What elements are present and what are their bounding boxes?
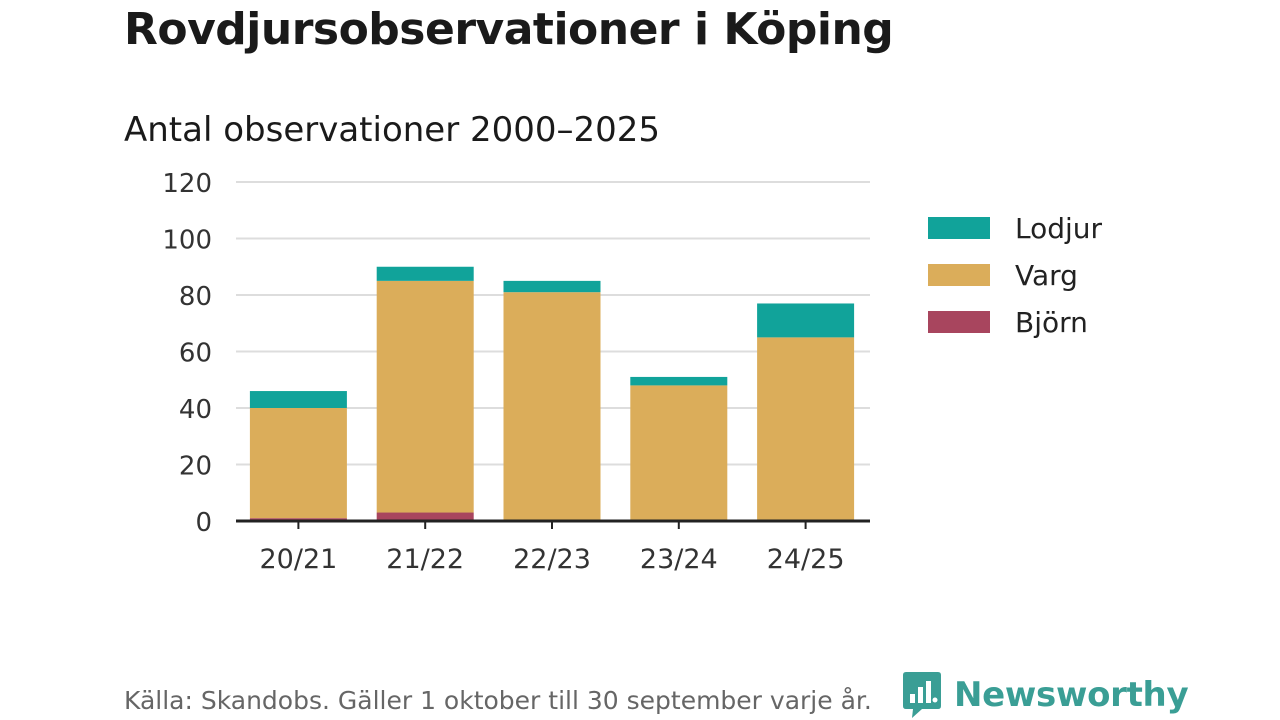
legend: Lodjur Varg Björn — [928, 212, 1103, 339]
legend-label-bjorn: Björn — [1015, 306, 1088, 339]
x-tick-label: 21/22 — [386, 544, 464, 575]
bar-lodjur-21-22 — [376, 266, 474, 281]
y-tick-label: 100 — [162, 226, 212, 256]
newsworthy-icon — [903, 672, 941, 718]
bar-lodjur-22-23 — [503, 280, 601, 293]
x-tick-label: 20/21 — [259, 544, 337, 575]
legend-label-lodjur: Lodjur — [1015, 212, 1103, 245]
y-tick-label: 0 — [195, 508, 212, 538]
y-axis-ticks: 0 20 40 60 80 100 120 — [162, 169, 212, 538]
legend-swatch-lodjur — [928, 217, 990, 239]
bar-lodjur-23-24 — [630, 376, 728, 386]
y-tick-label: 80 — [179, 282, 212, 312]
x-tick-label: 24/25 — [767, 544, 845, 575]
bar-varg-22-23 — [503, 292, 601, 521]
bars — [249, 266, 855, 521]
bar-varg-23-24 — [630, 385, 728, 521]
chart-title: Rovdjursobservationer i Köping — [124, 4, 894, 55]
legend-swatch-varg — [928, 264, 990, 286]
source-note: Källa: Skandobs. Gäller 1 oktober till 3… — [124, 686, 872, 715]
x-tick-label: 23/24 — [640, 544, 718, 575]
newsworthy-logo: Newsworthy — [902, 670, 1189, 720]
y-tick-label: 120 — [162, 169, 212, 199]
bar-lodjur-24-25 — [757, 303, 855, 338]
bar-bjorn-21-22 — [376, 512, 474, 521]
x-axis: 20/21 21/22 22/23 23/24 24/25 — [236, 519, 870, 575]
bar-varg-21-22 — [376, 280, 474, 513]
legend-swatch-bjorn — [928, 311, 990, 333]
bar-lodjur-20-21 — [249, 391, 347, 408]
y-tick-label: 60 — [179, 339, 212, 369]
brand-name: Newsworthy — [954, 675, 1189, 715]
x-tick-label: 22/23 — [513, 544, 591, 575]
y-tick-label: 40 — [179, 395, 212, 425]
bar-varg-24-25 — [757, 337, 855, 521]
legend-label-varg: Varg — [1015, 259, 1078, 292]
y-tick-label: 20 — [179, 452, 212, 482]
bar-varg-20-21 — [249, 408, 347, 519]
chart-subtitle: Antal observationer 2000–2025 — [124, 110, 661, 150]
